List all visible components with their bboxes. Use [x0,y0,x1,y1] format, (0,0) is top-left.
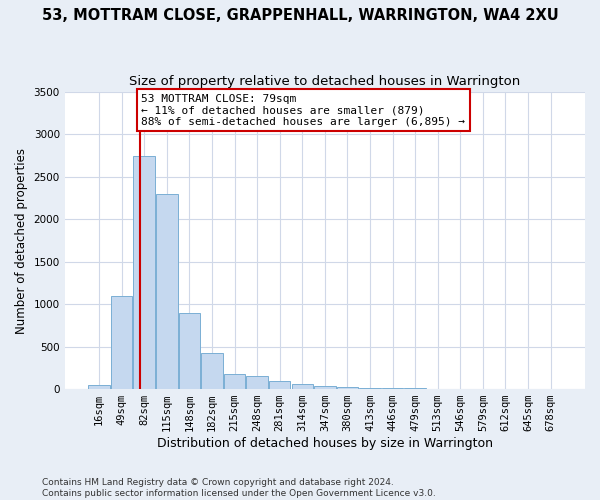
Bar [314,386,335,389]
Title: Size of property relative to detached houses in Warrington: Size of property relative to detached ho… [129,75,520,88]
Bar [359,388,381,389]
Bar [337,387,358,389]
Y-axis label: Number of detached properties: Number of detached properties [15,148,28,334]
Bar [247,376,268,389]
Bar [111,296,133,389]
Bar [404,388,426,389]
Bar [156,194,178,389]
Bar [382,388,403,389]
Text: Contains HM Land Registry data © Crown copyright and database right 2024.
Contai: Contains HM Land Registry data © Crown c… [42,478,436,498]
Bar [179,312,200,389]
X-axis label: Distribution of detached houses by size in Warrington: Distribution of detached houses by size … [157,437,493,450]
Bar [201,354,223,389]
Text: 53 MOTTRAM CLOSE: 79sqm
← 11% of detached houses are smaller (879)
88% of semi-d: 53 MOTTRAM CLOSE: 79sqm ← 11% of detache… [141,94,465,127]
Bar [269,380,290,389]
Bar [88,385,110,389]
Text: 53, MOTTRAM CLOSE, GRAPPENHALL, WARRINGTON, WA4 2XU: 53, MOTTRAM CLOSE, GRAPPENHALL, WARRINGT… [41,8,559,22]
Bar [133,156,155,389]
Bar [292,384,313,389]
Bar [224,374,245,389]
